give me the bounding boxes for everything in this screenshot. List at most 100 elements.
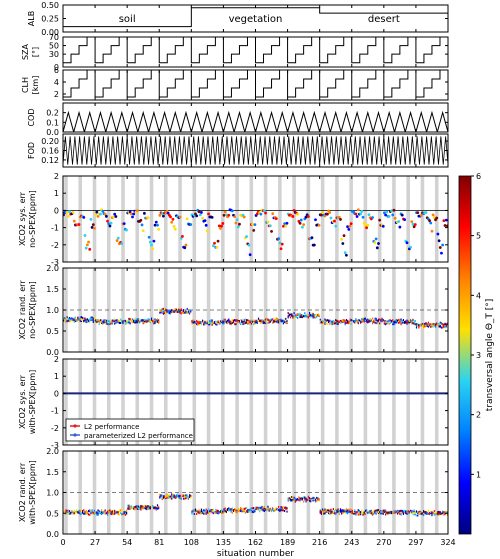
rand-point <box>127 507 129 510</box>
x-tick-label: 270 <box>376 538 391 547</box>
rand-point <box>130 505 132 508</box>
rand-point <box>358 513 361 516</box>
rand-point <box>85 319 87 322</box>
rand-point <box>210 508 212 511</box>
rand-point <box>374 509 376 512</box>
rand-point <box>445 323 447 326</box>
rand-point <box>278 321 280 324</box>
rand-point <box>153 318 155 321</box>
rand-point <box>174 497 176 500</box>
sys-point <box>391 213 395 217</box>
rand-point <box>322 319 324 322</box>
colorbar-tick-label: 1 <box>476 470 481 479</box>
rand-point <box>300 316 302 319</box>
rand-point <box>248 320 250 323</box>
rand-point <box>117 319 119 322</box>
rand-point <box>173 496 175 499</box>
rand-point <box>443 512 445 515</box>
rand-point <box>187 496 189 499</box>
rand-point <box>181 311 184 314</box>
shade-band <box>235 451 239 534</box>
rand-point <box>333 322 336 325</box>
sys-point <box>371 216 374 219</box>
rand-point <box>398 511 400 514</box>
rand-point <box>73 317 75 320</box>
rand-point <box>245 321 248 324</box>
sys-point <box>384 213 388 217</box>
rand-point <box>183 310 185 313</box>
sys-point <box>236 225 240 229</box>
rand-point <box>342 509 344 512</box>
rand-point <box>287 316 289 319</box>
rand-point <box>105 319 107 322</box>
rand-point <box>326 509 328 512</box>
rand-point <box>161 311 163 314</box>
rand-point <box>191 320 193 323</box>
rand-point <box>268 321 270 324</box>
rand-point <box>326 323 328 326</box>
rand-point <box>418 513 420 516</box>
rand-point <box>418 510 420 513</box>
rand-point <box>338 510 340 513</box>
rand-point <box>424 325 426 328</box>
y-tick-label: 4 <box>54 78 59 87</box>
rand-point <box>388 323 390 326</box>
rand-point <box>96 321 98 324</box>
rand-point <box>263 321 266 324</box>
rand-point <box>275 508 277 511</box>
sys-point <box>189 223 193 226</box>
rand-point <box>319 509 321 512</box>
rand-point <box>289 499 292 502</box>
rand-point <box>376 322 378 325</box>
rand-point <box>390 512 393 515</box>
rand-point <box>165 495 167 498</box>
rand-point <box>284 318 286 321</box>
rand-point <box>339 508 342 511</box>
rand-point <box>405 512 407 515</box>
rand-point <box>396 509 399 512</box>
colorbar-gradient <box>458 175 472 535</box>
rand-point <box>375 322 377 325</box>
rand-point <box>96 319 98 322</box>
rand-point <box>105 321 107 324</box>
rand-point <box>260 506 262 509</box>
rand-point <box>73 512 75 515</box>
rand-point <box>247 321 249 324</box>
rand-point <box>236 511 238 514</box>
rand-point <box>289 314 292 317</box>
rand-point <box>393 320 395 323</box>
rand-point <box>90 316 92 319</box>
rand-point <box>125 322 128 325</box>
rand-point <box>379 511 381 514</box>
sys-point <box>291 215 295 218</box>
rand-point <box>387 511 389 514</box>
rand-point <box>133 320 135 323</box>
rand-point <box>436 511 438 514</box>
rand-point <box>219 320 222 323</box>
rand-point <box>240 508 242 511</box>
rand-point <box>184 496 186 499</box>
rand-point <box>320 512 323 515</box>
rand-point <box>248 510 250 513</box>
sys-point <box>205 229 209 233</box>
rand-point <box>292 316 294 319</box>
rand-point <box>431 325 433 328</box>
rand-point <box>314 500 317 503</box>
rand-point <box>355 319 357 322</box>
rand-point <box>122 321 124 324</box>
rand-point <box>223 320 225 323</box>
rand-point <box>135 319 137 322</box>
rand-point <box>243 507 245 510</box>
rand-point <box>197 510 199 513</box>
sys-point <box>266 220 270 224</box>
rand-point <box>406 322 408 325</box>
rand-point <box>236 320 238 323</box>
rand-point <box>65 320 67 323</box>
rand-point <box>280 509 282 512</box>
colorbar-tick-label: 2 <box>476 411 481 420</box>
rand-point <box>437 322 439 325</box>
rand-point <box>371 511 374 514</box>
rand-point <box>395 321 397 324</box>
sys-point <box>84 246 88 250</box>
x-tick-label: 135 <box>216 538 231 547</box>
